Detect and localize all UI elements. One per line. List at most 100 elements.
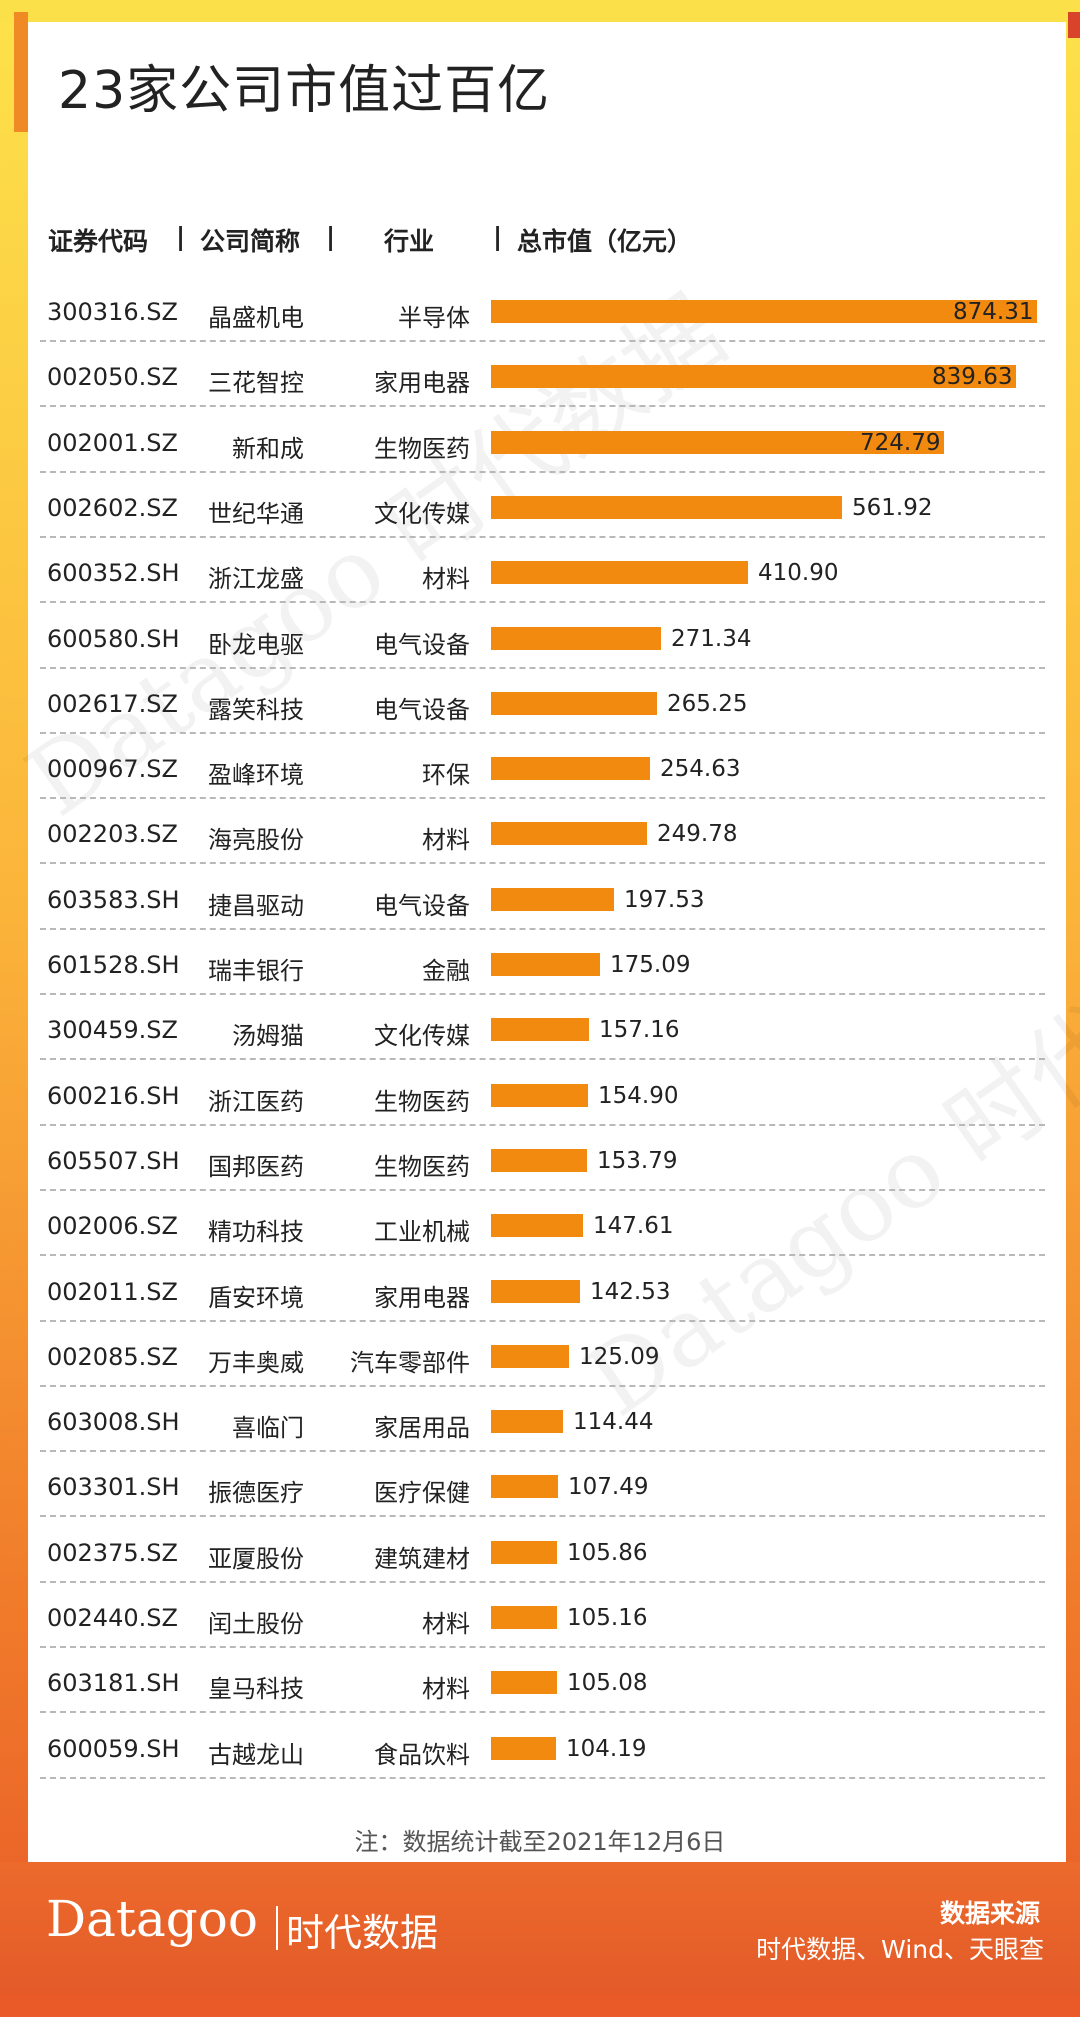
- value-label: 142.53: [590, 1278, 671, 1305]
- company-name: 世纪华通: [208, 499, 304, 528]
- company-name: 振德医疗: [208, 1479, 304, 1508]
- value-label: 175.09: [610, 952, 691, 978]
- industry-label: 建筑建材: [374, 1544, 470, 1573]
- top-frame: [0, 0, 1080, 22]
- row-divider: [40, 1188, 1045, 1191]
- industry-label: 材料: [422, 1675, 470, 1704]
- table-row: 603008.SH 喜临门 家居用品 114.44: [0, 1390, 1080, 1455]
- industry-label: 家用电器: [374, 1283, 470, 1312]
- table-row: 601528.SH 瑞丰银行 金融 175.09: [0, 933, 1080, 998]
- table-row: 002617.SZ 露笑科技 电气设备 265.25: [0, 672, 1080, 737]
- industry-label: 医疗保健: [374, 1479, 470, 1508]
- header-separator: |: [493, 222, 503, 251]
- value-label: 839.63: [932, 364, 1013, 391]
- table-row: 300459.SZ 汤姆猫 文化传媒 157.16: [0, 998, 1080, 1063]
- value-label: 104.19: [566, 1735, 647, 1762]
- value-label: 154.90: [598, 1082, 679, 1109]
- industry-label: 汽车零部件: [350, 1348, 470, 1377]
- company-name: 皇马科技: [208, 1675, 304, 1704]
- company-name: 海亮股份: [208, 826, 304, 855]
- company-name: 盾安环境: [208, 1283, 304, 1312]
- row-divider: [40, 927, 1045, 930]
- row-divider: [40, 535, 1045, 538]
- industry-label: 家居用品: [374, 1414, 470, 1443]
- value-bar: [491, 1148, 587, 1172]
- value-label: 107.49: [568, 1474, 649, 1501]
- row-divider: [40, 1319, 1045, 1322]
- value-label: 125.09: [579, 1343, 660, 1370]
- table-row: 000967.SZ 盈峰环境 环保 254.63: [0, 737, 1080, 802]
- stock-code: 300459.SZ: [47, 1016, 178, 1045]
- row-divider: [40, 666, 1045, 669]
- value-bar: [491, 430, 944, 454]
- header-name: 公司简称: [200, 227, 301, 256]
- row-divider: [40, 731, 1045, 734]
- stock-code: 601528.SH: [47, 951, 180, 979]
- table-row: 002001.SZ 新和成 生物医药 724.79: [0, 411, 1080, 476]
- table-row: 600059.SH 古越龙山 食品饮料 104.19: [0, 1717, 1080, 1782]
- stock-code: 603583.SH: [47, 885, 180, 914]
- industry-label: 工业机械: [374, 1218, 470, 1247]
- company-name: 喜临门: [232, 1414, 304, 1443]
- stock-code: 002001.SZ: [47, 428, 178, 457]
- value-label: 249.78: [657, 821, 738, 848]
- value-bar: [491, 1606, 557, 1629]
- row-divider: [40, 993, 1045, 995]
- chart-title: 23家公司市值过百亿: [58, 61, 551, 121]
- stock-code: 002375.SZ: [47, 1538, 178, 1567]
- row-divider: [40, 1776, 1045, 1779]
- footnote: 注：数据统计截至2021年12月6日: [354, 1828, 726, 1856]
- value-label: 271.34: [671, 625, 752, 652]
- company-name: 露笑科技: [208, 695, 304, 724]
- brand-divider: [276, 1906, 278, 1950]
- company-name: 万丰奥威: [208, 1348, 304, 1377]
- row-divider: [40, 340, 1045, 342]
- value-bar: [491, 1540, 557, 1564]
- table-row: 002050.SZ 三花智控 家用电器 839.63: [0, 345, 1080, 410]
- industry-label: 材料: [422, 565, 470, 594]
- company-name: 新和成: [232, 434, 304, 463]
- source-text: 时代数据、Wind、天眼查: [756, 1935, 1044, 1964]
- table-row: 002085.SZ 万丰奥威 汽车零部件 125.09: [0, 1325, 1080, 1390]
- company-name: 古越龙山: [208, 1740, 304, 1769]
- value-label: 561.92: [852, 494, 933, 521]
- value-bar: [491, 1475, 558, 1499]
- value-label: 105.86: [567, 1539, 648, 1566]
- industry-label: 生物医药: [374, 1152, 470, 1181]
- company-name: 卧龙电驱: [208, 630, 304, 659]
- value-bar: [491, 365, 1016, 389]
- value-label: 147.61: [593, 1213, 674, 1240]
- company-name: 浙江龙盛: [208, 565, 304, 594]
- industry-label: 生物医药: [374, 434, 470, 463]
- table-row: 603181.SH 皇马科技 材料 105.08: [0, 1651, 1080, 1716]
- table-row: 300316.SZ 晶盛机电 半导体 874.31: [0, 280, 1080, 345]
- stock-code: 002050.SZ: [47, 363, 178, 392]
- table-row: 605507.SH 国邦医药 生物医药 153.79: [0, 1129, 1080, 1194]
- industry-label: 电气设备: [374, 695, 470, 724]
- value-bar: [491, 1279, 580, 1303]
- stock-code: 600352.SH: [47, 559, 180, 588]
- value-bar: [491, 1410, 563, 1434]
- row-divider: [40, 1450, 1045, 1453]
- stock-code: 603301.SH: [47, 1473, 180, 1502]
- table-row: 002440.SZ 闰土股份 材料 105.16: [0, 1586, 1080, 1651]
- source-title: 数据来源: [939, 1899, 1040, 1928]
- industry-label: 文化传媒: [374, 1022, 470, 1051]
- row-divider: [40, 1384, 1045, 1387]
- company-name: 盈峰环境: [208, 761, 304, 790]
- corner-accent-right: [1068, 12, 1080, 38]
- industry-label: 文化传媒: [374, 499, 470, 528]
- table-row: 002203.SZ 海亮股份 材料 249.78: [0, 802, 1080, 867]
- value-label: 153.79: [597, 1147, 678, 1174]
- table-header: 证券代码 | 公司简称 | 行业 | 总市值（亿元）: [0, 222, 1080, 262]
- company-name: 浙江医药: [208, 1087, 304, 1116]
- value-label: 114.44: [573, 1409, 654, 1436]
- table-row: 002375.SZ 亚厦股份 建筑建材 105.86: [0, 1521, 1080, 1586]
- stock-code: 002011.SZ: [47, 1277, 178, 1306]
- corner-accent-left: [14, 12, 28, 132]
- stock-code: 603181.SH: [47, 1669, 180, 1698]
- row-divider: [40, 1058, 1045, 1061]
- value-bar: [491, 1018, 589, 1042]
- company-name: 国邦医药: [208, 1152, 304, 1181]
- row-divider: [40, 1123, 1045, 1126]
